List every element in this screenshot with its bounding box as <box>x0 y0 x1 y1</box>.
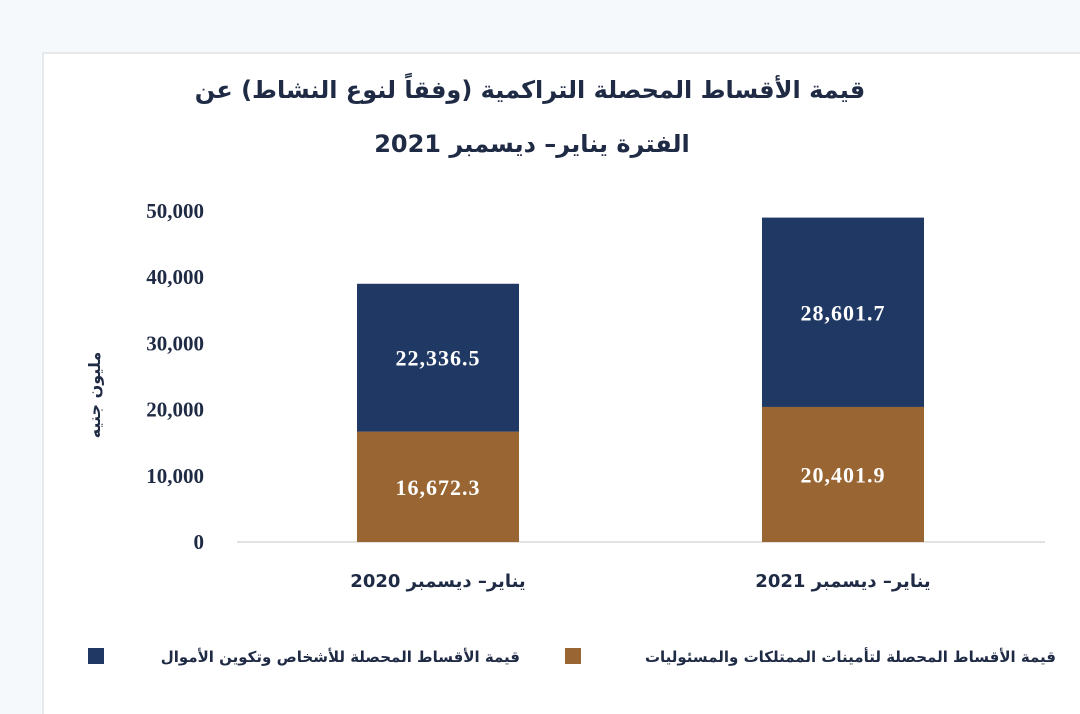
y-tick-label: 10,000 <box>146 464 204 488</box>
y-axis-label: مليون جنيه <box>85 352 104 439</box>
legend-swatch <box>88 648 104 664</box>
y-tick-label: 0 <box>194 530 205 554</box>
data-label: 20,401.9 <box>801 462 886 487</box>
legend-swatch <box>565 648 581 664</box>
bar-segment <box>357 283 519 432</box>
x-category-label: يناير– ديسمبر 2021 <box>755 571 930 592</box>
legend-label: قيمة الأقساط المحصلة لتأمينات الممتلكات … <box>645 647 1056 666</box>
y-tick-label: 30,000 <box>146 331 204 355</box>
data-label: 28,601.7 <box>801 300 886 325</box>
data-label: 22,336.5 <box>396 346 481 371</box>
chart-title-line1: قيمة الأقساط المحصلة التراكمية (وفقاً لن… <box>195 73 866 104</box>
bar-segment <box>357 431 519 542</box>
y-tick-label: 40,000 <box>146 265 204 289</box>
x-category-label: يناير– ديسمبر 2020 <box>350 571 525 592</box>
chart-title-line2: الفترة يناير– ديسمبر 2021 <box>374 130 690 158</box>
bar-segment <box>762 406 924 542</box>
y-tick-label: 50,000 <box>146 199 204 223</box>
bar-segment <box>762 217 924 407</box>
data-label: 16,672.3 <box>396 475 481 500</box>
legend-label: قيمة الأقساط المحصلة للأشخاص وتكوين الأم… <box>161 648 520 666</box>
y-tick-label: 20,000 <box>146 398 204 422</box>
